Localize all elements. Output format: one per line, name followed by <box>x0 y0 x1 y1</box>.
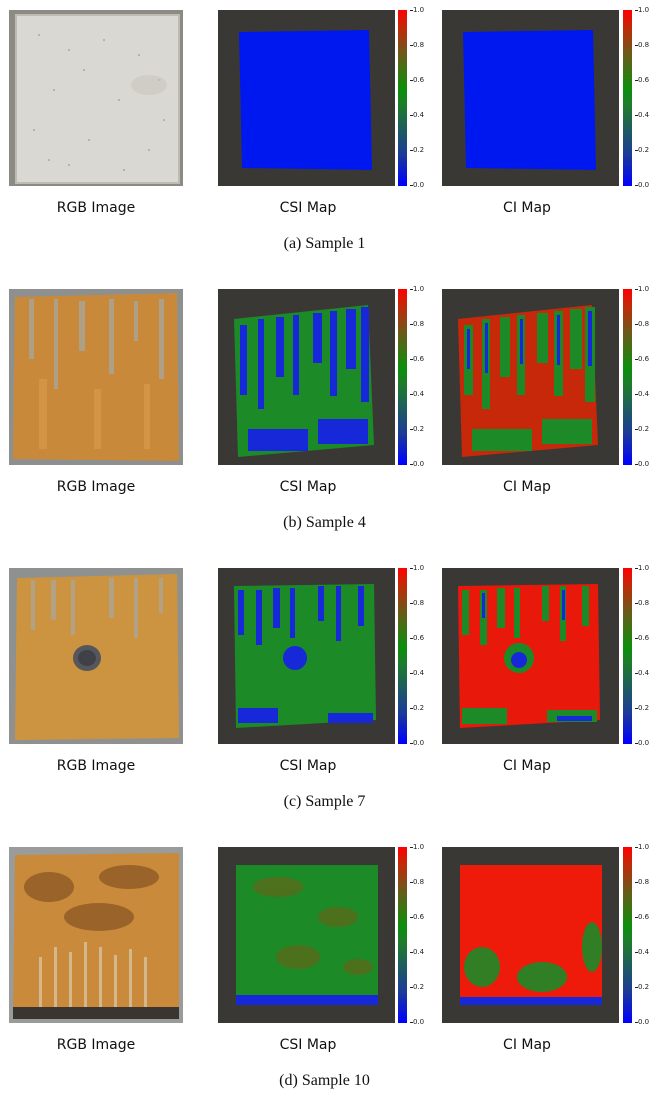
colorbar-tick: 0.0 <box>634 739 649 747</box>
colorbar-tick: 0.6 <box>409 634 425 642</box>
panel-sample-4: 1.0 0.8 0.6 0.4 0.2 0.0 1.0 0.8 0.6 0.4 … <box>0 279 649 549</box>
column-label-ci: CI Map <box>503 479 551 495</box>
column-label-csi: CSI Map <box>279 758 337 774</box>
panel-sample-10: 1.0 0.8 0.6 0.4 0.2 0.0 1.0 0.8 0.6 0.4 … <box>0 837 649 1107</box>
colorbar-tick: 0.4 <box>409 669 425 677</box>
csi-map-sample-1 <box>218 10 395 186</box>
colorbar-tick: 0.6 <box>409 913 425 921</box>
colorbar-tick: 1.0 <box>634 843 649 851</box>
csi-colorbar <box>398 289 407 465</box>
panel-caption: (c) Sample 7 <box>283 793 366 810</box>
colorbar-tick: 0.8 <box>634 41 649 49</box>
column-label-rgb: RGB Image <box>56 1037 136 1053</box>
colorbar-tick: 0.8 <box>634 878 649 886</box>
column-label-rgb: RGB Image <box>56 479 136 495</box>
colorbar-tick: 0.6 <box>634 634 649 642</box>
csi-map-sample-10 <box>218 847 395 1023</box>
colorbar-tick: 1.0 <box>634 6 649 14</box>
column-label-csi: CSI Map <box>279 1037 337 1053</box>
colorbar-tick: 0.0 <box>634 181 649 189</box>
colorbar-tick: 0.0 <box>634 1018 649 1026</box>
ci-colorbar <box>623 10 632 186</box>
colorbar-tick: 0.0 <box>409 739 425 747</box>
panel-sample-1: 1.0 0.8 0.6 0.4 0.2 0.0 1.0 0.8 0.6 0.4 … <box>0 0 649 270</box>
colorbar-tick: 0.0 <box>409 1018 425 1026</box>
rgb-image-sample-10 <box>9 847 183 1023</box>
colorbar-tick: 0.2 <box>634 704 649 712</box>
colorbar-tick: 0.4 <box>634 111 649 119</box>
colorbar-tick: 0.4 <box>409 390 425 398</box>
colorbar-tick: 0.0 <box>634 460 649 468</box>
colorbar-tick: 0.8 <box>409 599 425 607</box>
colorbar-tick: 0.2 <box>409 983 425 991</box>
colorbar-tick: 0.6 <box>634 355 649 363</box>
csi-map-sample-4 <box>218 289 395 465</box>
colorbar-tick: 0.6 <box>409 355 425 363</box>
panel-sample-7: 1.0 0.8 0.6 0.4 0.2 0.0 1.0 0.8 0.6 0.4 <box>0 558 649 828</box>
column-label-ci: CI Map <box>503 1037 551 1053</box>
colorbar-tick: 0.8 <box>409 320 425 328</box>
ci-colorbar <box>623 568 632 744</box>
colorbar-tick: 0.2 <box>634 425 649 433</box>
column-label-rgb: RGB Image <box>56 200 136 216</box>
csi-colorbar <box>398 10 407 186</box>
colorbar-tick: 1.0 <box>634 564 649 572</box>
panel-caption: (b) Sample 4 <box>283 514 366 531</box>
colorbar-tick: 1.0 <box>409 285 425 293</box>
ci-map-sample-4 <box>442 289 619 465</box>
csi-colorbar <box>398 847 407 1023</box>
colorbar-tick: 0.2 <box>409 146 425 154</box>
column-label-ci: CI Map <box>503 200 551 216</box>
colorbar-tick: 0.6 <box>409 76 425 84</box>
colorbar-tick: 0.2 <box>634 146 649 154</box>
csi-colorbar <box>398 568 407 744</box>
rgb-image-sample-1 <box>9 10 183 186</box>
colorbar-tick: 1.0 <box>634 285 649 293</box>
colorbar-tick: 0.4 <box>409 948 425 956</box>
ci-map-sample-1 <box>442 10 619 186</box>
colorbar-tick: 0.4 <box>634 948 649 956</box>
colorbar-tick: 0.6 <box>634 913 649 921</box>
colorbar-tick: 1.0 <box>409 564 425 572</box>
colorbar-tick: 0.6 <box>634 76 649 84</box>
column-label-csi: CSI Map <box>279 479 337 495</box>
ci-colorbar <box>623 847 632 1023</box>
colorbar-tick: 1.0 <box>409 843 425 851</box>
csi-map-sample-7 <box>218 568 395 744</box>
rgb-image-sample-7 <box>9 568 183 744</box>
colorbar-tick: 0.2 <box>409 425 425 433</box>
colorbar-tick: 1.0 <box>409 6 425 14</box>
column-label-rgb: RGB Image <box>56 758 136 774</box>
ci-map-sample-10 <box>442 847 619 1023</box>
colorbar-tick: 0.4 <box>634 669 649 677</box>
rgb-image-sample-4 <box>9 289 183 465</box>
colorbar-tick: 0.4 <box>634 390 649 398</box>
colorbar-tick: 0.8 <box>634 599 649 607</box>
column-label-ci: CI Map <box>503 758 551 774</box>
colorbar-tick: 0.0 <box>409 181 425 189</box>
ci-map-sample-7 <box>442 568 619 744</box>
colorbar-tick: 0.8 <box>409 878 425 886</box>
colorbar-tick: 0.2 <box>409 704 425 712</box>
colorbar-tick: 0.2 <box>634 983 649 991</box>
panel-caption: (d) Sample 10 <box>279 1072 370 1089</box>
colorbar-tick: 0.8 <box>634 320 649 328</box>
colorbar-tick: 0.4 <box>409 111 425 119</box>
panel-caption: (a) Sample 1 <box>283 235 366 252</box>
colorbar-tick: 0.0 <box>409 460 425 468</box>
column-label-csi: CSI Map <box>279 200 337 216</box>
ci-colorbar <box>623 289 632 465</box>
colorbar-tick: 0.8 <box>409 41 425 49</box>
